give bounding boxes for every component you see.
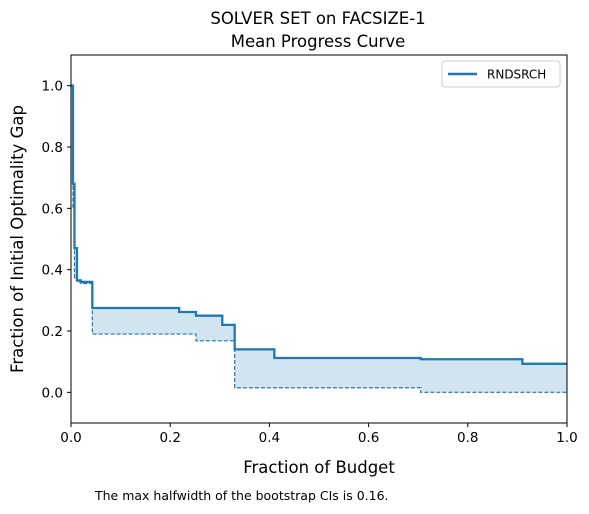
x-tick-label: 0.6 (358, 430, 379, 446)
chart-title-line1: SOLVER SET on FACSIZE-1 (210, 9, 425, 28)
y-tick-label: 1.0 (42, 79, 63, 95)
y-tick-label: 0.8 (42, 140, 63, 156)
legend: RNDSRCH (441, 60, 561, 88)
legend-box (441, 60, 561, 88)
chart-title-line2: Mean Progress Curve (231, 32, 406, 51)
y-tick-label: 0.6 (42, 201, 63, 217)
bootstrap-note: The max halfwidth of the bootstrap CIs i… (95, 488, 389, 503)
series-line-rndsrch (71, 84, 567, 365)
x-tick-label: 0.0 (60, 430, 81, 446)
y-tick-label: 0.2 (42, 324, 63, 340)
x-tick-label: 1.0 (556, 430, 577, 446)
ci-lower-line-rndsrch (71, 85, 567, 393)
y-axis-label: Fraction of Initial Optimality Gap (8, 105, 27, 373)
x-tick-label: 0.8 (457, 430, 478, 446)
x-tick-label: 0.4 (259, 430, 280, 446)
x-axis: 0.0 0.2 0.4 0.6 0.8 1.0 (60, 423, 578, 446)
legend-label-rndsrch: RNDSRCH (487, 68, 546, 82)
x-axis-label: Fraction of Budget (243, 458, 395, 477)
plot-area (71, 84, 567, 393)
ci-band-rndsrch (71, 85, 567, 393)
y-tick-label: 0.0 (42, 385, 63, 401)
plot-frame (70, 54, 568, 424)
y-axis: 0.0 0.2 0.4 0.6 0.8 1.0 (42, 79, 71, 401)
y-tick-label: 0.4 (42, 263, 63, 279)
x-tick-label: 0.2 (159, 430, 180, 446)
